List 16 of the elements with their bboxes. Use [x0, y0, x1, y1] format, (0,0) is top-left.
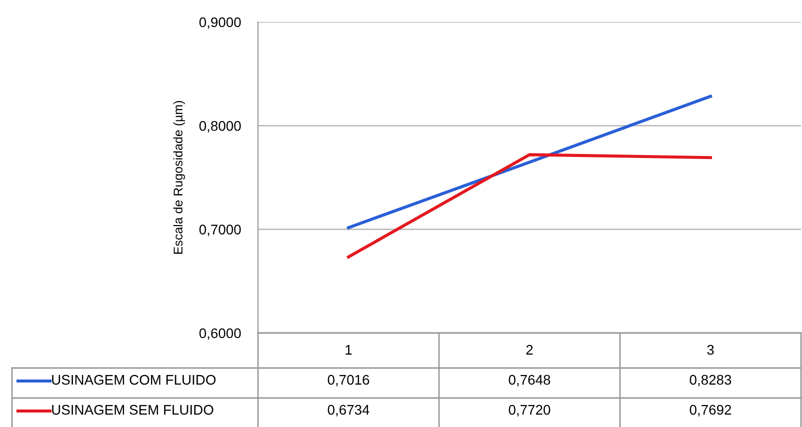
- y-axis-title: Escala de Rugosidade (µm): [173, 101, 185, 254]
- legend-label: USINAGEM SEM FLUIDO: [52, 404, 214, 415]
- data-label: 0,7648: [508, 374, 550, 386]
- y-tick-label: 0,6000: [199, 328, 241, 340]
- x-tick-label: 2: [526, 344, 533, 355]
- data-label: 0,6734: [328, 404, 370, 416]
- x-tick-label: 3: [707, 344, 714, 355]
- data-label: 0,7692: [690, 404, 732, 416]
- data-label: 0,7016: [328, 374, 370, 386]
- y-tick-label: 0,9000: [199, 17, 241, 29]
- data-label: 0,8283: [690, 374, 732, 386]
- y-tick-label: 0,8000: [199, 121, 241, 132]
- x-tick-label: 1: [346, 345, 352, 355]
- y-tick-label: 0,7000: [199, 224, 241, 236]
- legend-label: USINAGEM COM FLUIDO: [52, 374, 216, 385]
- data-label: 0,7720: [508, 404, 550, 416]
